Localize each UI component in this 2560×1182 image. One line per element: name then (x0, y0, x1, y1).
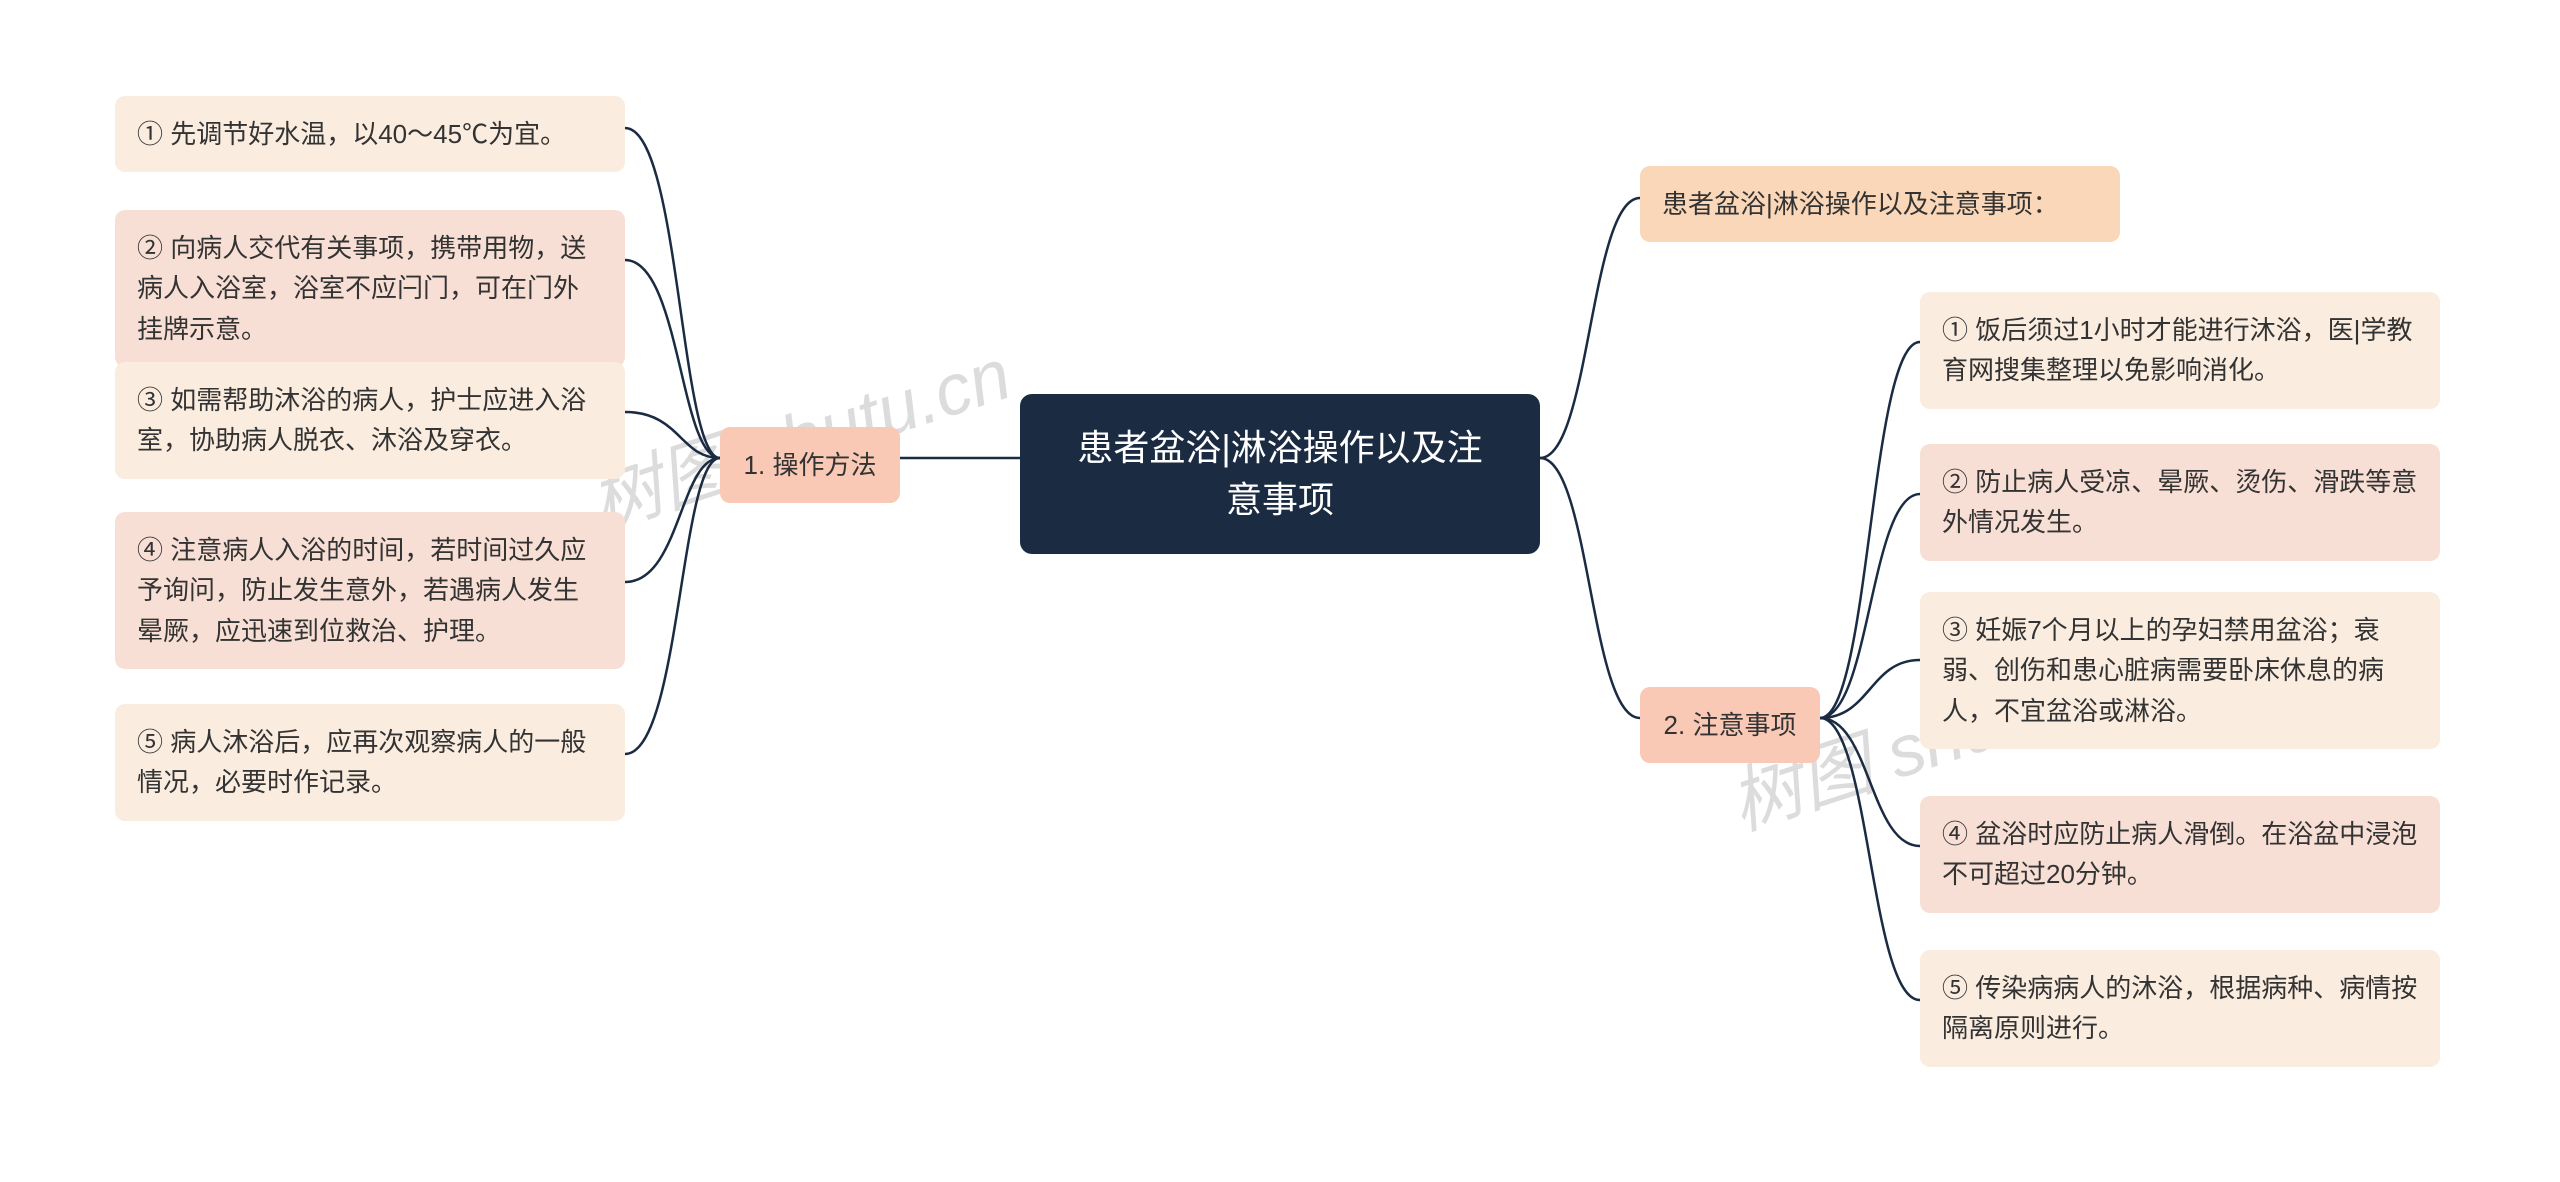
mindmap-canvas: 树图 shutu.cn 树图 shutu.cn 患者盆浴|淋浴操作以及注 意事项… (0, 0, 2560, 1182)
right-leaf-4: ④ 盆浴时应防止病人滑倒。在浴盆中浸泡不可超过20分钟。 (1920, 796, 2440, 913)
right-leaf-3: ③ 妊娠7个月以上的孕妇禁用盆浴；衰弱、创伤和患心脏病需要卧床休息的病人，不宜盆… (1920, 592, 2440, 749)
left-leaf-3: ③ 如需帮助沐浴的病人，护士应进入浴室，协助病人脱衣、沐浴及穿衣。 (115, 362, 625, 479)
left-leaf-1: ① 先调节好水温，以40～45℃为宜。 (115, 96, 625, 172)
right-leaf-2: ② 防止病人受凉、晕厥、烫伤、滑跌等意外情况发生。 (1920, 444, 2440, 561)
left-leaf-4: ④ 注意病人入浴的时间，若时间过久应予询问，防止发生意外，若遇病人发生晕厥，应迅… (115, 512, 625, 669)
center-line-2: 意事项 (1226, 479, 1334, 520)
right-branch-1-label: 2. 注意事项 (1640, 687, 1820, 763)
left-leaf-5: ⑤ 病人沐浴后，应再次观察病人的一般情况，必要时作记录。 (115, 704, 625, 821)
center-line-1: 患者盆浴|淋浴操作以及注 (1077, 427, 1482, 468)
center-node: 患者盆浴|淋浴操作以及注 意事项 (1020, 394, 1540, 554)
right-leaf-5: ⑤ 传染病病人的沐浴，根据病种、病情按隔离原则进行。 (1920, 950, 2440, 1067)
left-branch-label: 1. 操作方法 (720, 427, 900, 503)
right-leaf-1: ① 饭后须过1小时才能进行沐浴，医|学教育网搜集整理以免影响消化。 (1920, 292, 2440, 409)
left-leaf-2: ② 向病人交代有关事项，携带用物，送病人入浴室，浴室不应闩门，可在门外挂牌示意。 (115, 210, 625, 367)
right-branch-0-label: 患者盆浴|淋浴操作以及注意事项： (1640, 166, 2120, 242)
